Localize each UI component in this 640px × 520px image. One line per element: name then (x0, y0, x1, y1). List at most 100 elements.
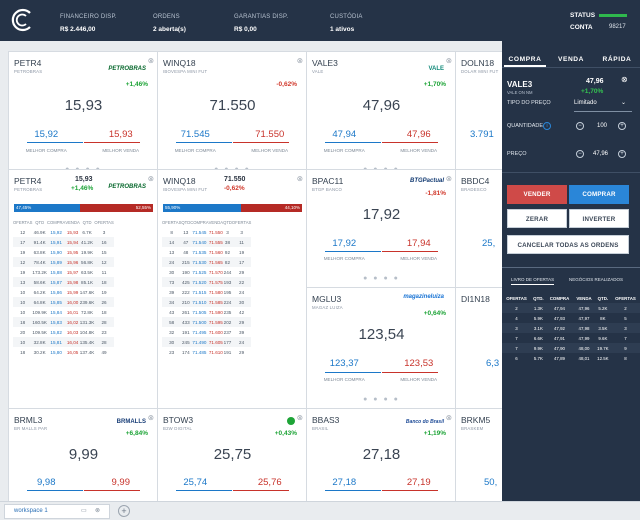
quote-card-doln18[interactable]: DOLN18 DOLAR MINI FUT 3.791 (455, 51, 502, 178)
table-row[interactable]: 13 48 71.535 71.560 92 19 (162, 247, 251, 257)
quote-card-bbdc4[interactable]: BBDC4 BRADESCO 25, (455, 169, 502, 296)
quantity-input[interactable]: 100 (597, 123, 608, 129)
table-row[interactable]: 23 174 71.485 71.610 191 29 (162, 347, 251, 357)
table-row[interactable]: 34 210 71.510 71.585 224 30 (162, 297, 252, 307)
best-ask[interactable]: 17,94 (406, 238, 431, 249)
book-card-winq18[interactable]: WINQ18 IBOVESPA MINI FUT 71.550 -0,62% ⊗… (157, 169, 308, 449)
table-row[interactable]: 43 261 71.505 71.590 235 42 (162, 307, 251, 317)
table-row[interactable]: 2 1.3K 47,94 47,96 5.2K 2 (502, 303, 640, 313)
best-ask[interactable]: 25,76 (257, 477, 282, 488)
chevron-down-icon[interactable]: ⌄ (621, 100, 627, 106)
quantity-increment-button[interactable]: + (618, 122, 626, 130)
table-row[interactable]: 13 58.6K 15,87 15,98 85.1K 18 (13, 277, 114, 287)
close-icon[interactable]: ⊗ (147, 413, 154, 422)
table-row[interactable]: 12 46.9K 15,92 15,93 6.7K 3 (13, 227, 114, 237)
table-row[interactable]: 14 47 71.540 71.555 38 11 (162, 237, 252, 247)
best-bid[interactable]: 15,92 (34, 129, 59, 140)
ordens[interactable]: ORDENS 2 aberta(s) (153, 12, 186, 35)
quantity-decrement-button[interactable]: − (576, 122, 584, 130)
buy-button[interactable]: COMPRAR (569, 185, 629, 204)
close-icon[interactable]: ⊗ (445, 413, 452, 422)
best-bid[interactable]: 27,18 (332, 477, 357, 488)
price-input[interactable]: 47,96 (593, 151, 609, 157)
table-row[interactable]: 7 9.9K 47,90 48,00 19.7K 9 (502, 343, 640, 353)
best-ask[interactable]: 71.550 (255, 129, 285, 140)
zerar-button[interactable]: ZERAR (507, 209, 567, 228)
close-icon[interactable]: ⊗ (445, 56, 452, 65)
table-row[interactable]: 24 215 71.530 71.565 82 17 (162, 257, 252, 267)
table-row[interactable]: 6 5.7K 47,89 48,01 12.5K 8 (502, 353, 640, 363)
close-icon[interactable]: ⊗ (296, 56, 303, 65)
book-card-petr4[interactable]: PETR4 PETROBRAS 15,93 +1,46% ⊗ PETROBRAS… (8, 169, 159, 449)
table-row[interactable]: 10 109.9K 15,84 16,01 72.8K 18 (13, 307, 114, 317)
best-ask[interactable]: 47,96 (406, 129, 431, 140)
table-row[interactable]: 73 425 71.520 71.575 193 22 (162, 277, 252, 287)
best-bid[interactable]: 25,74 (183, 477, 208, 488)
close-icon[interactable]: ⊗ (621, 75, 628, 84)
quote-card-petr4[interactable]: PETR4 PETROBRAS ⊗ PETROBRAS +1,46% 15,93… (8, 51, 159, 178)
quote-card-brml3[interactable]: BRML3 BR MALLS PAR ⊗ BRMALLS +6,84% 9,99… (8, 408, 159, 501)
close-icon[interactable]: ⊗ (147, 174, 154, 183)
close-icon[interactable]: ⊗ (296, 413, 303, 422)
tab-livro-de-ofertas[interactable]: LIVRO DE OFERTAS (511, 277, 555, 285)
price-decrement-button[interactable]: − (576, 150, 584, 158)
workspace-tab[interactable]: workspace 1 ▭ ⊗ (4, 504, 110, 519)
table-row[interactable]: 32 191 71.495 71.600 237 39 (162, 327, 251, 337)
quote-card-vale3[interactable]: VALE3 VALE ⊗ VALE +1,70% 47,96 47,94 47,… (306, 51, 457, 178)
table-row[interactable]: 10 32.8K 15,81 16,04 135.4K 28 (13, 337, 114, 347)
close-icon[interactable]: ⊗ (147, 56, 154, 65)
sell-button[interactable]: VENDER (507, 185, 567, 204)
pager-dots[interactable]: ● ● ● ● (363, 275, 400, 282)
order-type-select[interactable]: Limitado (574, 100, 597, 106)
best-bid[interactable]: 123,37 (329, 358, 359, 369)
table-row[interactable]: 58 433 71.500 71.595 202 29 (162, 317, 252, 327)
table-row[interactable]: 8 13 71.545 71.550 3 3 (162, 227, 251, 237)
tab-rapida[interactable]: RÁPIDA (602, 56, 632, 63)
best-ask[interactable]: 27,19 (406, 477, 431, 488)
table-row[interactable]: 39 222 71.515 71.580 195 24 (162, 287, 251, 297)
pager-dots[interactable]: ● ● ● ● (363, 396, 400, 403)
best-bid[interactable]: 47,94 (332, 129, 357, 140)
tab-negocios-realizados[interactable]: NEGÓCIOS REALIZADOS (569, 277, 624, 282)
table-row[interactable]: 10 64.8K 15,85 16,00 239.6K 26 (13, 297, 114, 307)
table-row[interactable]: 19 173.2K 15,88 15,97 63.5K 11 (13, 267, 114, 277)
layout-icon[interactable]: ▭ (81, 508, 87, 514)
best-bid[interactable]: 3.791 (470, 129, 494, 140)
best-bid[interactable]: 17,92 (332, 238, 357, 249)
quote-card-bpac11[interactable]: BPAC11 BTGP BANCO ⊗ BTGPactual -1,81% 17… (306, 169, 457, 296)
best-ask[interactable]: 15,93 (108, 129, 133, 140)
best-bid[interactable]: 50, (484, 477, 498, 488)
quote-card-winq18[interactable]: WINQ18 IBOVESPA MINI FUT ⊗ -0,62% 71.550… (157, 51, 308, 178)
close-icon[interactable]: ⊗ (95, 508, 101, 514)
table-row[interactable]: 20 109.5K 15,82 16,03 104.8K 23 (13, 327, 114, 337)
table-row[interactable]: 18 160.5K 15,83 16,02 131.3K 28 (13, 317, 114, 327)
table-row[interactable]: 30 245 71.490 71.605 177 24 (162, 337, 252, 347)
best-ask[interactable]: 123,53 (404, 358, 434, 369)
table-row[interactable]: 30 190 71.525 71.570 244 29 (162, 267, 251, 277)
table-row[interactable]: 12 78.4K 15,89 15,96 56.8K 12 (13, 257, 114, 267)
close-icon[interactable]: ⊗ (296, 174, 303, 183)
table-row[interactable]: 18 30.2K 15,80 16,05 137.4K 49 (13, 347, 114, 357)
table-row[interactable]: 19 63.8K 15,90 15,95 19.9K 15 (13, 247, 114, 257)
close-icon[interactable]: ⊗ (445, 174, 452, 183)
quote-card-bbas3[interactable]: BBAS3 BRASIL ⊗ Banco do Brasil +1,19% 27… (306, 408, 457, 501)
quote-card-btow3[interactable]: BTOW3 B2W DIGITAL ⊗ +0,43% 25,75 25,74 2… (157, 408, 308, 501)
add-workspace-button[interactable]: + (118, 505, 130, 517)
table-row[interactable]: 17 91.4K 15,91 15,94 41.2K 16 (13, 237, 114, 247)
table-row[interactable]: 7 6.6K 47,91 47,99 9.6K 7 (502, 333, 640, 343)
info-icon[interactable]: i (543, 122, 551, 130)
price-increment-button[interactable]: + (618, 150, 626, 158)
quote-card-brkm5[interactable]: BRKM5 BRASKEM 50, (455, 408, 502, 501)
best-bid[interactable]: 71.545 (180, 129, 210, 140)
inverter-button[interactable]: INVERTER (569, 209, 629, 228)
cancel-all-orders-button[interactable]: CANCELAR TODAS AS ORDENS (507, 235, 629, 254)
best-bid[interactable]: 25, (482, 238, 496, 249)
table-row[interactable]: 10 64.2K 15,86 15,99 147.6K 19 (13, 287, 114, 297)
custodia[interactable]: CUSTÓDIA 1 ativos (330, 12, 363, 35)
table-row[interactable]: 3 3.1K 47,92 47,98 3.5K 3 (502, 323, 640, 333)
best-bid[interactable]: 9,98 (37, 477, 56, 488)
best-bid[interactable]: 6,3 (486, 358, 500, 369)
tab-venda[interactable]: VENDA (557, 56, 585, 63)
table-row[interactable]: 4 5.9K 47,93 47,97 8K 5 (502, 313, 640, 323)
best-ask[interactable]: 9,99 (111, 477, 131, 488)
